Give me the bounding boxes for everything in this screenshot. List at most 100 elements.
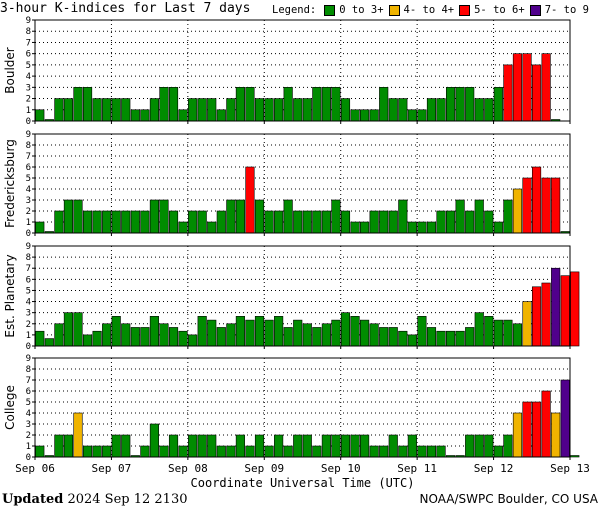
k-bar [426,445,437,458]
k-bar [102,210,112,234]
y-tick-label: 0 [26,229,31,239]
legend-item-active: 4- to 4+ [387,4,454,16]
y-tick-label: 9 [26,130,31,140]
k-bar [149,199,159,234]
k-bar [207,319,217,347]
k-bar [493,319,503,347]
y-tick-label: 9 [26,16,31,26]
k-bar [44,338,54,347]
updated-timestamp: Updated 2024 Sep 12 2130 [2,492,187,507]
k-bar [455,330,465,347]
y-tick-label: 7 [26,38,31,48]
k-bar [484,98,494,122]
panel-label: College [3,385,17,430]
k-bar [445,87,456,122]
k-bar [512,188,523,234]
k-bar [140,445,150,458]
k-bar [407,434,417,458]
x-tick-label: Sep 08 [168,462,208,475]
k-bar [465,87,475,122]
y-tick-label: 5 [26,398,31,408]
y-tick-label: 5 [26,174,31,184]
k-bar [82,210,93,234]
y-tick-label: 2 [26,95,31,105]
k-bar [35,109,45,122]
k-bar [293,210,303,234]
k-bar [426,98,437,122]
y-tick-label: 0 [26,453,31,463]
k-bar [178,330,188,347]
k-bar [149,316,159,347]
k-bar [379,445,389,458]
y-tick-label: 3 [26,420,31,430]
k-bar [360,109,370,122]
k-bar [570,455,580,458]
k-bar [92,445,102,458]
k-bar [360,319,370,347]
k-bar [331,199,341,234]
panel-label: Est. Planetary [3,254,17,337]
y-tick-label: 4 [26,185,31,195]
chart-title: 3-hour K-indices for Last 7 days [0,1,251,16]
k-bar [92,210,102,234]
k-bar [274,434,284,458]
k-bar [398,330,408,347]
y-tick-label: 1 [26,106,31,116]
k-bar [531,401,542,458]
k-bar [226,323,236,347]
k-bar [503,319,513,347]
legend-item-severe: 7- to 9 [528,4,589,16]
k-bar [455,87,465,122]
legend-label: Legend: [272,4,317,16]
k-bar [264,98,274,122]
panel-frame [34,19,571,122]
legend-swatch-storm [459,4,471,16]
k-bar [436,445,446,458]
k-bar [512,323,523,347]
k-bar [102,445,112,458]
updated-value: 2024 Sep 12 2130 [67,492,188,507]
k-bar [140,210,150,234]
x-tick-label: Sep 10 [321,462,361,475]
k-bar [379,87,389,122]
y-tick-label: 8 [26,253,31,263]
k-bar [455,199,465,234]
k-bar [245,319,255,347]
k-bar [331,87,341,122]
k-bar [340,210,351,234]
k-bar [235,434,245,458]
k-bar [465,434,475,458]
k-bar [283,445,293,458]
y-tick-label: 7 [26,152,31,162]
k-bar [130,210,140,234]
k-bar [178,221,188,234]
k-bar [398,199,408,234]
k-bar [140,109,150,122]
k-bar [35,221,45,234]
k-bar [92,98,102,122]
k-bar [417,109,427,122]
y-tick-label: 2 [26,320,31,330]
y-tick-label: 0 [26,342,31,352]
k-bar [369,445,379,458]
k-bar [235,199,245,234]
y-tick-label: 4 [26,409,31,419]
k-bar [388,210,398,234]
x-tick-label: Sep 13 [550,462,590,475]
k-bar [54,210,64,234]
y-tick-label: 5 [26,61,31,71]
y-tick-label: 3 [26,309,31,319]
legend: Legend: 0 to 3+ 4- to 4+ 5- to 6+ 7- to … [272,4,592,16]
k-bar [503,199,513,234]
k-bar [149,423,159,458]
k-bar [188,434,198,458]
panel-frame [34,357,571,458]
k-bar [264,445,274,458]
y-tick-label: 1 [26,331,31,341]
k-bar [512,412,523,458]
k-bar [531,64,542,122]
k-bar [398,98,408,122]
k-bar [388,98,398,122]
